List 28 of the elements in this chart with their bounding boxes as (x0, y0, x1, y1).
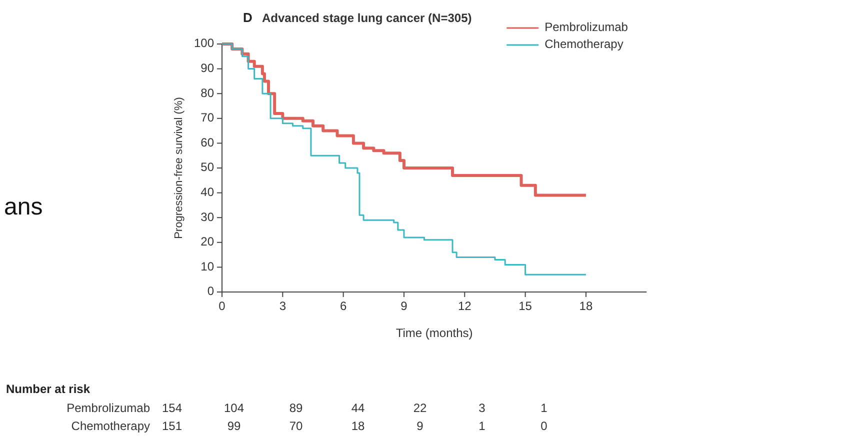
y-tick-label: 10 (200, 259, 214, 274)
chart-title: Advanced stage lung cancer (N=305) (262, 11, 472, 25)
x-tick-label: 3 (279, 299, 286, 313)
text: Number at risk (6, 382, 90, 396)
y-tick-label: 60 (200, 135, 214, 150)
text: Chemotherapy 151 99 70 18 9 1 0 (71, 419, 548, 433)
x-tick-label: 18 (579, 299, 593, 313)
y-tick-label: 30 (200, 210, 214, 224)
text: D (243, 10, 252, 25)
y-tick-label: 80 (200, 86, 214, 100)
x-tick-label: 6 (340, 299, 347, 313)
y-tick-label: 0 (207, 284, 214, 298)
x-tick-label: 9 (400, 299, 408, 313)
x-tick-label: 0 (218, 299, 226, 313)
y-tick-label: 20 (200, 234, 214, 249)
y-axis-title: Progression-free survival (%) (173, 97, 185, 239)
y-tick-label: 90 (200, 60, 214, 75)
x-tick-label: 12 (458, 299, 472, 313)
legend-label: Chemotherapy (544, 37, 624, 52)
text: ans (4, 193, 43, 220)
y-tick-label: 70 (200, 110, 214, 125)
y-tick-label: 100 (194, 36, 214, 50)
text: Pembrolizumab 154 104 89 44 22 3 1 (66, 401, 548, 415)
legend-label: Pembrolizumab (544, 20, 628, 34)
y-tick-label: 40 (200, 184, 214, 199)
x-tick-label: 15 (518, 299, 532, 313)
y-tick-label: 50 (200, 160, 214, 174)
x-axis-title: Time (months) (396, 326, 473, 340)
